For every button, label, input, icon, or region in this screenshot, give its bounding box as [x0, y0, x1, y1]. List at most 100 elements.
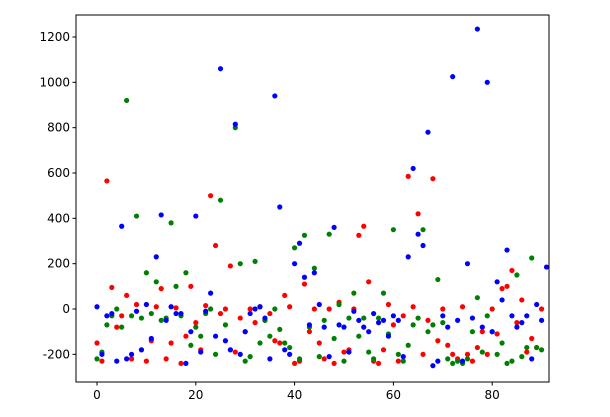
- point: [193, 324, 199, 330]
- point: [311, 270, 317, 276]
- point: [183, 360, 189, 367]
- point: [193, 320, 199, 326]
- point: [385, 301, 392, 308]
- point: [133, 301, 140, 308]
- point: [529, 335, 535, 342]
- point: [128, 351, 135, 357]
- point: [479, 329, 485, 335]
- point: [193, 213, 199, 219]
- point: [361, 324, 367, 330]
- point: [277, 326, 283, 333]
- point: [361, 223, 367, 229]
- point: [208, 290, 214, 296]
- point: [420, 351, 426, 357]
- y-tick-label: 400: [47, 211, 70, 225]
- point: [455, 317, 461, 323]
- point: [124, 97, 130, 104]
- point: [109, 310, 115, 317]
- point: [168, 220, 174, 226]
- point: [217, 197, 224, 203]
- point: [321, 317, 327, 323]
- point: [366, 329, 372, 335]
- point: [237, 351, 243, 357]
- point: [109, 284, 115, 291]
- point: [222, 306, 229, 312]
- point: [341, 324, 347, 330]
- point: [331, 335, 337, 342]
- point: [291, 360, 298, 367]
- point: [395, 358, 401, 364]
- point: [509, 267, 515, 274]
- point: [178, 360, 184, 367]
- point: [203, 303, 209, 309]
- point: [247, 310, 253, 317]
- point: [104, 322, 110, 328]
- point: [543, 264, 550, 270]
- point: [138, 315, 145, 321]
- point: [366, 279, 372, 285]
- point: [464, 351, 471, 357]
- point: [346, 315, 352, 321]
- point: [188, 283, 194, 289]
- point: [534, 301, 540, 308]
- point: [331, 360, 337, 367]
- point: [474, 26, 480, 32]
- point: [494, 279, 500, 285]
- point: [287, 351, 293, 357]
- point: [469, 315, 476, 321]
- point: [450, 360, 456, 367]
- point: [291, 245, 298, 251]
- point: [114, 306, 120, 312]
- point: [316, 340, 322, 346]
- point: [529, 255, 535, 261]
- point: [405, 342, 411, 348]
- point: [301, 232, 308, 238]
- point: [494, 351, 500, 357]
- point: [296, 240, 303, 246]
- point: [237, 261, 243, 267]
- point: [252, 306, 258, 312]
- point: [380, 347, 387, 353]
- point: [425, 317, 431, 323]
- point: [287, 344, 293, 351]
- point: [341, 349, 347, 355]
- point: [356, 333, 362, 339]
- point: [198, 349, 204, 355]
- point: [450, 351, 456, 357]
- point: [188, 342, 194, 348]
- point: [114, 324, 120, 330]
- point: [519, 297, 525, 303]
- point: [420, 242, 426, 249]
- y-tick-label: -200: [43, 347, 70, 361]
- point: [232, 121, 238, 127]
- point: [479, 349, 485, 355]
- point: [94, 356, 100, 362]
- point: [128, 356, 135, 362]
- point: [252, 258, 258, 265]
- point: [524, 313, 530, 319]
- point: [469, 329, 476, 335]
- point: [469, 358, 476, 364]
- point: [459, 358, 466, 364]
- point: [183, 333, 189, 339]
- point: [336, 322, 342, 328]
- point: [415, 315, 421, 321]
- point: [222, 322, 229, 328]
- point: [321, 324, 327, 330]
- point: [504, 247, 510, 253]
- y-tick-label: 1000: [39, 75, 70, 89]
- x-tick-label: 40: [287, 388, 302, 402]
- point: [514, 272, 520, 278]
- point: [163, 356, 169, 362]
- point: [296, 356, 303, 362]
- point: [400, 354, 406, 360]
- point: [435, 276, 441, 283]
- point: [380, 290, 387, 296]
- point: [425, 329, 431, 335]
- point: [311, 265, 317, 271]
- point: [440, 306, 446, 312]
- point: [390, 313, 396, 319]
- point: [148, 335, 154, 342]
- point: [257, 304, 263, 310]
- point: [222, 338, 229, 344]
